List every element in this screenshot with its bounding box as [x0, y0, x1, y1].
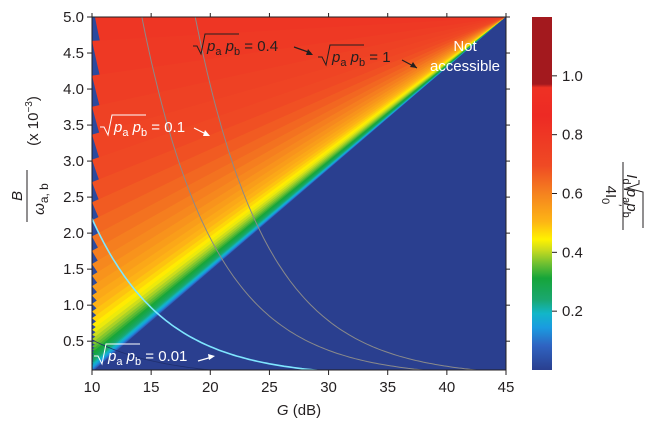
annotation-1-text: pa pb = 1 [331, 49, 391, 69]
y-tick-label: 4.0 [63, 81, 84, 98]
colorbar-tick-label: 0.6 [562, 186, 583, 203]
y-label-numerator: B [9, 191, 26, 201]
x-axis: 10 15 20 25 30 35 40 45 [84, 13, 515, 396]
y-tick-label: 2.5 [63, 189, 84, 206]
y-label-scale: (x 10−3) [24, 96, 42, 146]
colorbar-tick-label: 0.8 [562, 127, 583, 144]
x-axis-label: G (dB) [277, 402, 321, 419]
x-tick-label: 35 [379, 379, 396, 396]
colorbar-label-denominator: 4I0′ [599, 186, 623, 207]
annotation-04-text: pa pb = 0.4 [206, 38, 278, 58]
annotation-001-text: pa pb = 0.01 [107, 348, 187, 368]
not-accessible-line1: Not [453, 38, 477, 55]
y-axis-label: B ωa, b (x 10−3) [9, 96, 51, 222]
x-tick-label: 10 [84, 379, 101, 396]
annotation-1-arrowhead [410, 62, 417, 68]
x-tick-label: 45 [498, 379, 515, 396]
x-tick-label: 40 [439, 379, 456, 396]
not-accessible-line2: accessible [430, 58, 500, 75]
y-tick-label: 3.0 [63, 153, 84, 170]
y-axis: 0.5 1.0 1.5 2.0 2.5 3.0 3.5 4.0 4.5 5.0 [63, 9, 510, 350]
colorbar-tick-label: 0.2 [562, 303, 583, 320]
y-tick-label: 1.0 [63, 297, 84, 314]
contour-line-1 [194, 17, 482, 370]
annotation-001-arrowhead [208, 354, 215, 360]
annotation-sqrt-1: pa pb = 1 [318, 44, 418, 69]
colorbar-tick-label: 0.4 [562, 244, 583, 261]
y-tick-label: 4.5 [63, 45, 84, 62]
x-tick-label: 15 [143, 379, 160, 396]
x-tick-label: 25 [261, 379, 278, 396]
colorbar-label-sqrt [625, 180, 644, 228]
annotation-04-arrowhead [306, 49, 313, 55]
colorbar [532, 17, 552, 370]
annotation-01-arrowhead [203, 130, 210, 136]
y-tick-label: 0.5 [63, 333, 84, 350]
annotation-sqrt-01: pa pb = 0.1 [100, 114, 210, 139]
contour-line-0.4 [141, 17, 429, 370]
y-tick-label: 5.0 [63, 9, 84, 26]
heatmap-band [94, 17, 506, 370]
contour-line-0.01 [92, 339, 215, 370]
sqrt-sign-1 [318, 44, 364, 67]
y-tick-label: 3.5 [63, 117, 84, 134]
annotation-01-text: pa pb = 0.1 [113, 119, 185, 139]
sqrt-sign-04 [193, 33, 239, 56]
colorbar-label-numerator: Id papb [620, 174, 640, 217]
annotation-sqrt-04: pa pb = 0.4 [193, 33, 313, 58]
sqrt-sign-001 [94, 343, 140, 366]
y-tick-label: 2.0 [63, 225, 84, 242]
annotation-not-accessible: Not accessible [430, 38, 500, 75]
plot-area [92, 17, 506, 370]
colorbar-label: Id papb 4I0′ [599, 162, 644, 230]
x-tick-label: 20 [202, 379, 219, 396]
colorbar-ticks: 0.2 0.4 0.6 0.8 1.0 [552, 68, 583, 320]
annotation-sqrt-001: pa pb = 0.01 [94, 343, 215, 368]
y-tick-label: 1.5 [63, 261, 84, 278]
y-label-denominator: ωa, b [31, 183, 51, 215]
colorbar-tick-label: 1.0 [562, 68, 583, 85]
x-tick-label: 30 [320, 379, 337, 396]
contour-line-0.1 [92, 218, 323, 370]
plot-frame [91, 16, 507, 371]
sqrt-sign-01 [100, 114, 146, 137]
